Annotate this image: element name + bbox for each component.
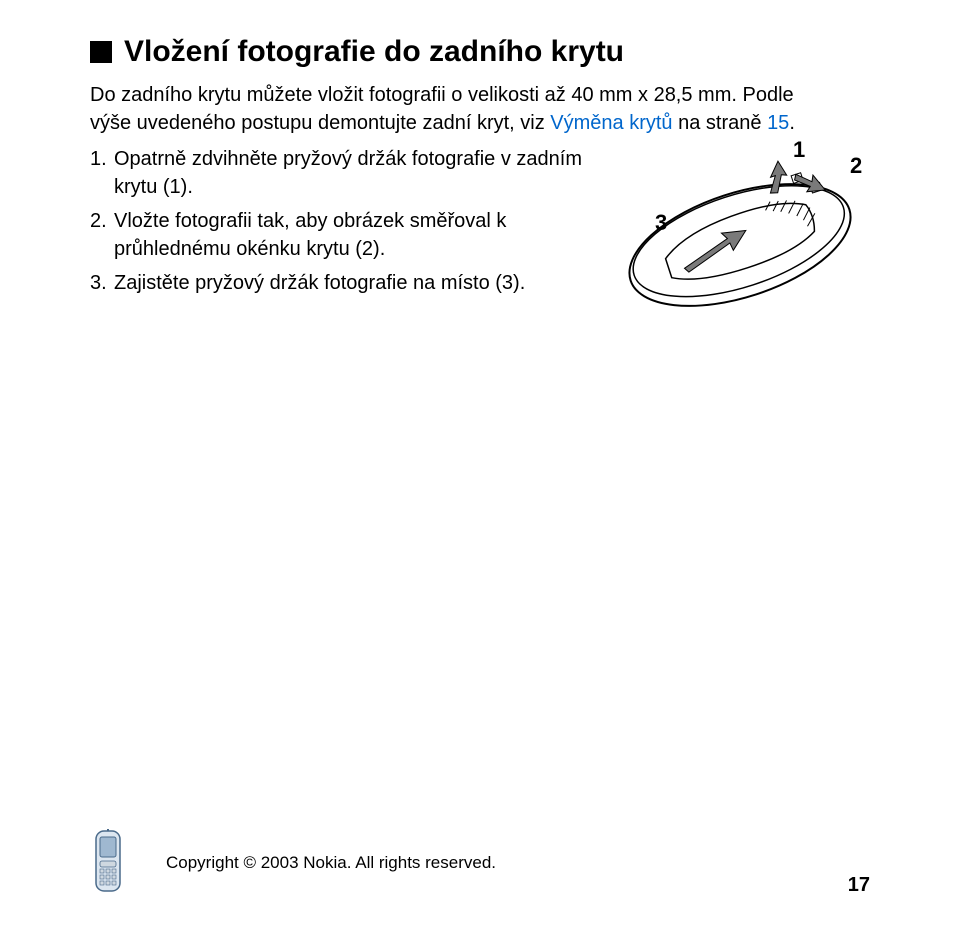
content-row: 1. Opatrně zdvihněte pryžový držák fotog…: [90, 145, 870, 340]
intro-line2c: .: [789, 112, 795, 134]
section-title: Vložení fotografie do zadního krytu: [124, 35, 624, 69]
step-text: Vložte fotografii tak, aby obrázek směřo…: [114, 207, 590, 263]
step-text: Opatrně zdvihněte pryžový držák fotograf…: [114, 145, 590, 201]
steps-column: 1. Opatrně zdvihněte pryžový držák fotog…: [90, 145, 590, 303]
intro-line1: Do zadního krytu můžete vložit fotografi…: [90, 84, 794, 106]
footer-left: Copyright © 2003 Nokia. All rights reser…: [90, 829, 496, 897]
step-number: 2.: [90, 207, 114, 263]
diagram-label-3: 3: [655, 210, 667, 235]
step-number: 3.: [90, 269, 114, 297]
diagram-label-2: 2: [850, 153, 862, 178]
diagram-label-1: 1: [793, 137, 805, 162]
intro-line2b: na straně: [673, 112, 768, 134]
diagram-column: 1 2 3: [610, 135, 870, 340]
phone-icon: [90, 829, 126, 897]
step-item: 3. Zajistěte pryžový držák fotografie na…: [90, 269, 590, 297]
step-item: 2. Vložte fotografii tak, aby obrázek sm…: [90, 207, 590, 263]
link-page-ref[interactable]: 15: [767, 112, 789, 134]
page-number: 17: [848, 874, 870, 897]
step-text: Zajistěte pryžový držák fotografie na mí…: [114, 269, 590, 297]
copyright-text: Copyright © 2003 Nokia. All rights reser…: [166, 853, 496, 873]
intro-paragraph: Do zadního krytu můžete vložit fotografi…: [90, 81, 870, 137]
cover-diagram-icon: 1 2 3: [610, 135, 870, 335]
link-vymena-krytu[interactable]: Výměna krytů: [550, 112, 672, 134]
page-footer: Copyright © 2003 Nokia. All rights reser…: [90, 829, 870, 897]
step-number: 1.: [90, 145, 114, 201]
bullet-square-icon: [90, 41, 112, 63]
section-header: Vložení fotografie do zadního krytu: [90, 35, 870, 69]
intro-line2a: výše uvedeného postupu demontujte zadní …: [90, 112, 550, 134]
step-item: 1. Opatrně zdvihněte pryžový držák fotog…: [90, 145, 590, 201]
